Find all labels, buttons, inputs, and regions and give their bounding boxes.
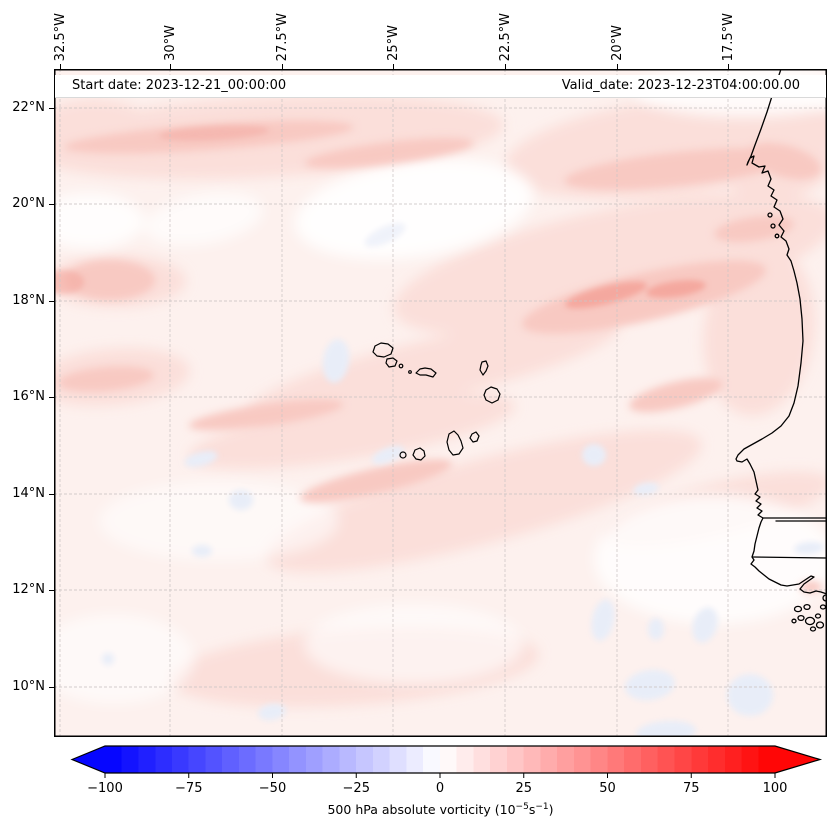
y-tick-mark <box>49 397 54 398</box>
x-tick-mark <box>728 64 729 69</box>
x-tick-label: 25°W <box>385 25 401 61</box>
colorbar-tick-label: 0 <box>436 781 444 796</box>
colorbar-tick-label: −50 <box>259 781 286 796</box>
valid-date-label: Valid_date: 2023-12-23T04:00:00.00 <box>561 78 800 93</box>
colorbar-tick-label: −100 <box>87 781 123 796</box>
x-tick-label: 20°W <box>609 25 625 61</box>
banc-darguin-islet <box>774 233 780 239</box>
y-tick-label: 22°N <box>12 100 45 115</box>
island-fogo <box>412 447 426 461</box>
colorbar-tick-label: −75 <box>175 781 202 796</box>
y-tick-label: 12°N <box>12 582 45 597</box>
colorbar-label-prefix: 500 hPa absolute vorticity (10 <box>327 802 516 818</box>
x-tick-mark <box>282 64 283 69</box>
y-tick-mark <box>49 494 54 495</box>
island-brava <box>399 451 407 459</box>
near-zero-patches <box>54 69 827 704</box>
colorbar-label-exp2: −1 <box>535 802 549 812</box>
x-tick-mark <box>170 64 171 69</box>
banc-darguin-islet <box>767 212 773 218</box>
colorbar-tick-label: 100 <box>763 781 788 796</box>
island-boa-vista <box>483 386 501 404</box>
colorbar-label-mid: s <box>528 802 536 818</box>
river-gambia <box>762 517 827 522</box>
y-tick-mark <box>49 301 54 302</box>
colorbar-tick-label: 75 <box>683 781 700 796</box>
start-date-label: Start date: 2023-12-21_00:00:00 <box>72 78 287 93</box>
map-canvas <box>54 69 827 737</box>
colorbar: −100 −75 −50 −25 0 25 50 75 100 <box>70 745 823 796</box>
colorbar-label: 500 hPa absolute vorticity (10−5s−1) <box>54 802 827 817</box>
map-frame <box>54 69 827 737</box>
colorbar-ticks: −100 −75 −50 −25 0 25 50 75 100 <box>87 773 788 796</box>
x-axis-top: 32.5°W 30°W 27.5°W 25°W 22.5°W 20°W 17.5°W <box>0 0 837 69</box>
y-tick-mark <box>49 590 54 591</box>
colorbar-tick-label: −25 <box>343 781 370 796</box>
y-tick-mark <box>49 204 54 205</box>
colorbar-gradient <box>70 745 823 774</box>
x-tick-label: 30°W <box>162 25 178 61</box>
island-sao-vicente <box>385 357 398 368</box>
colorbar-tick-label: 25 <box>515 781 532 796</box>
island-maio <box>469 431 480 443</box>
island-santa-luzia <box>398 363 404 369</box>
y-tick-label: 20°N <box>12 196 45 211</box>
river-casamance <box>752 556 827 559</box>
x-tick-mark <box>505 64 506 69</box>
coastline-africa <box>735 69 827 595</box>
island-santiago <box>446 430 464 456</box>
x-tick-label: 22.5°W <box>497 12 513 61</box>
x-tick-label: 17.5°W <box>720 12 736 61</box>
island-islet <box>408 370 412 374</box>
x-tick-label: 27.5°W <box>274 12 290 61</box>
y-tick-mark <box>49 687 54 688</box>
x-tick-mark <box>60 64 61 69</box>
x-tick-mark <box>393 64 394 69</box>
island-sao-nicolau <box>415 367 437 378</box>
y-tick-label: 18°N <box>12 293 45 308</box>
colorbar-label-suffix: ) <box>548 802 554 818</box>
island-sal <box>479 360 489 376</box>
negative-vorticity-patches <box>102 223 824 737</box>
coastline <box>735 69 827 632</box>
y-tick-mark <box>49 108 54 109</box>
gridlines <box>54 69 827 737</box>
banc-darguin-islet <box>770 223 776 229</box>
y-tick-label: 16°N <box>12 389 45 404</box>
title-band: Start date: 2023-12-21_00:00:00 Valid_da… <box>55 75 826 98</box>
vorticity-maxima <box>54 125 706 309</box>
x-tick-mark <box>617 64 618 69</box>
y-tick-label: 10°N <box>12 679 45 694</box>
y-tick-label: 14°N <box>12 486 45 501</box>
colorbar-tick-label: 50 <box>599 781 616 796</box>
colorbar-label-exp1: −5 <box>515 802 529 812</box>
cape-verde-islands <box>372 342 501 461</box>
map-area: Start date: 2023-12-21_00:00:00 Valid_da… <box>54 69 827 737</box>
island-santo-antao <box>372 342 394 358</box>
y-axis-left: 22°N 20°N 18°N 16°N 14°N 12°N 10°N <box>0 0 54 739</box>
